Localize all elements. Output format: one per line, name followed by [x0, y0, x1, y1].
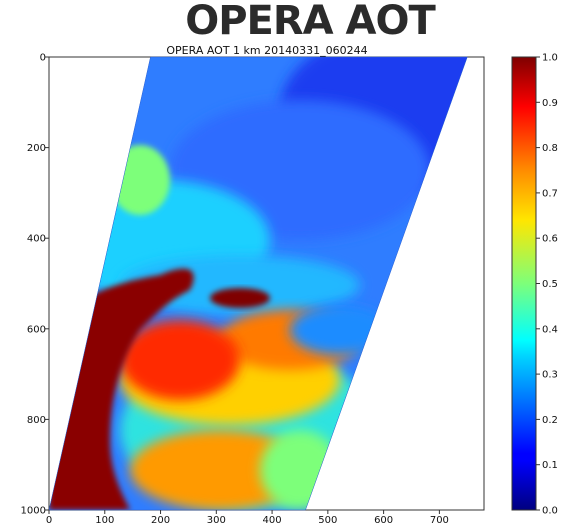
- y-tick-label: 800: [27, 415, 46, 426]
- colorbar: [511, 56, 537, 511]
- y-tick-label: 200: [27, 143, 46, 154]
- x-axis: 0 100 200 300 400 500 600 700: [46, 510, 449, 524]
- y-tick-label: 0: [40, 53, 46, 64]
- y-tick-label: 400: [27, 234, 46, 245]
- x-tick-label: 300: [207, 515, 226, 524]
- x-tick-label: 200: [151, 515, 170, 524]
- colorbar-tick-label: 0.1: [542, 460, 558, 471]
- chart-title: OPERA AOT 1 km 20140331_060244: [166, 44, 368, 57]
- page-title: OPERA AOT: [185, 0, 436, 44]
- x-tick-label: 0: [46, 515, 52, 524]
- x-tick-label: 600: [374, 515, 393, 524]
- x-tick-label: 100: [95, 515, 114, 524]
- y-tick-label: 600: [27, 324, 46, 335]
- colorbar-tick-label: 0.3: [542, 370, 558, 381]
- colorbar-tick-label: 0.4: [542, 324, 558, 335]
- colorbar-tick-label: 0.2: [542, 415, 558, 426]
- colorbar-tick-label: 0.5: [542, 279, 558, 290]
- colorbar-tick-label: 0.9: [542, 98, 558, 109]
- colorbar-tick-label: 0.7: [542, 188, 558, 199]
- colorbar-tick-label: 1.0: [542, 53, 558, 64]
- colorbar-tick-label: 0.8: [542, 143, 558, 154]
- x-tick-label: 400: [263, 515, 282, 524]
- y-tick-label: 1000: [21, 506, 46, 517]
- colorbar-tick-label: 0.6: [542, 234, 558, 245]
- colorbar-tick-label: 0.0: [542, 506, 558, 517]
- colorbar-axis: 0.0 0.1 0.2 0.3 0.4 0.5 0.6 0.7 0.8 0.9 1.0: [536, 53, 558, 517]
- x-tick-label: 700: [430, 515, 449, 524]
- y-axis: 0 200 400 600 800 1000: [21, 53, 49, 517]
- x-tick-label: 500: [318, 515, 337, 524]
- swath-outline: [48, 56, 468, 511]
